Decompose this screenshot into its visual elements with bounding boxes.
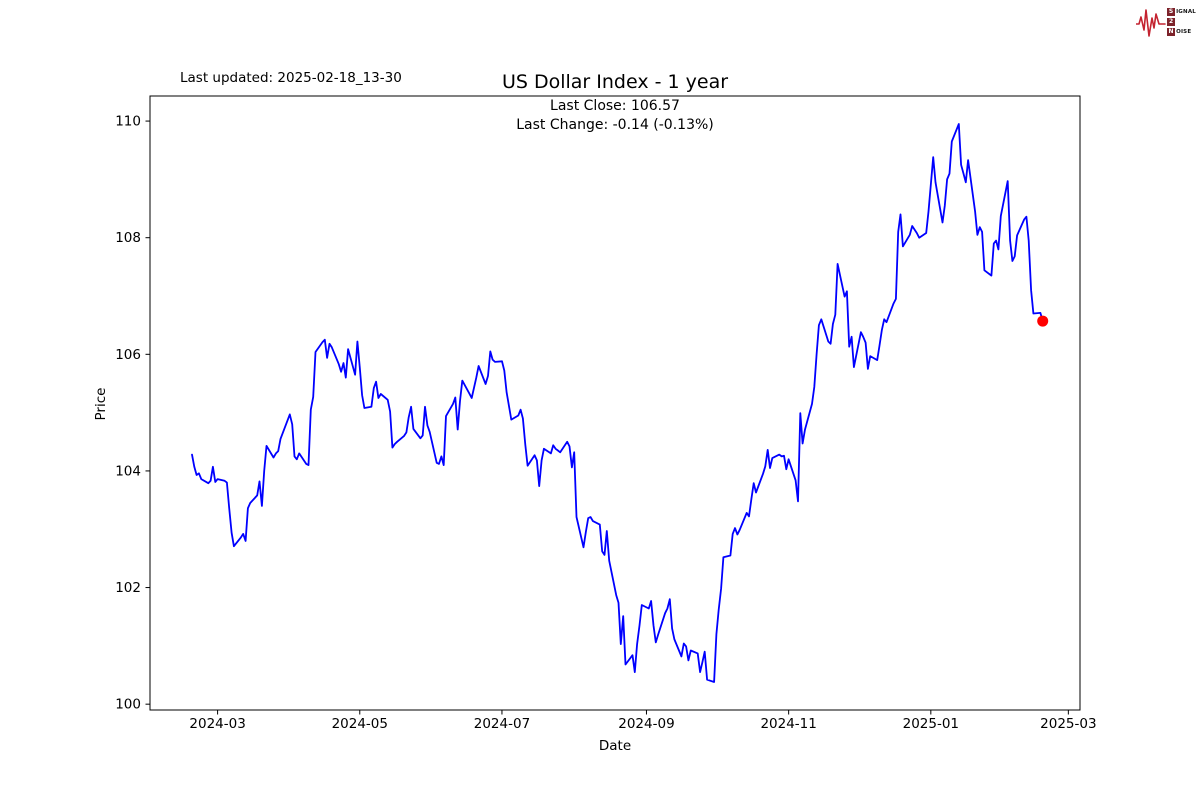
x-tick-label: 2024-03 xyxy=(189,716,245,732)
last-close-label: Last Close: 106.57 xyxy=(550,98,680,114)
x-tick-label: 2024-07 xyxy=(474,716,530,732)
x-axis-label: Date xyxy=(598,738,632,754)
last-change-label: Last Change: -0.14 (-0.13%) xyxy=(516,116,714,133)
y-tick-label: 106 xyxy=(115,347,141,363)
x-tick-label: 2025-01 xyxy=(903,716,959,732)
y-tick-label: 108 xyxy=(115,230,141,246)
x-tick-label: 2024-11 xyxy=(760,716,816,732)
last-updated-label: Last updated: 2025-02-18_13-30 xyxy=(180,70,402,86)
chart-title: US Dollar Index - 1 year xyxy=(501,71,729,93)
price-line xyxy=(191,123,1044,683)
chart-subtitle: Last Close: 106.57 Last Change: -0.14 (-… xyxy=(516,97,714,134)
brand-logo: S IGNAL 2 N OISE xyxy=(1136,4,1196,40)
logo-word-ignal: IGNAL xyxy=(1176,8,1196,15)
logo-letter-s: S xyxy=(1167,7,1176,16)
y-tick-label: 102 xyxy=(115,580,141,596)
logo-letter-n: N xyxy=(1167,27,1176,36)
logo-word-oise: OISE xyxy=(1176,28,1192,35)
x-tick-label: 2024-09 xyxy=(618,716,674,732)
y-tick-label: 104 xyxy=(115,463,141,479)
y-axis-label: Price xyxy=(93,387,109,421)
x-tick-label: 2025-03 xyxy=(1040,716,1096,732)
y-tick-label: 110 xyxy=(115,114,141,130)
heartbeat-waveform-icon xyxy=(1136,9,1166,37)
x-tick-label: 2024-05 xyxy=(332,716,388,732)
plot-border xyxy=(149,95,1081,711)
logo-digit-2: 2 xyxy=(1167,17,1176,26)
last-price-marker xyxy=(1037,315,1049,327)
brand-logo-text: S IGNAL 2 N OISE xyxy=(1167,7,1196,37)
y-tick-label: 100 xyxy=(115,697,141,713)
